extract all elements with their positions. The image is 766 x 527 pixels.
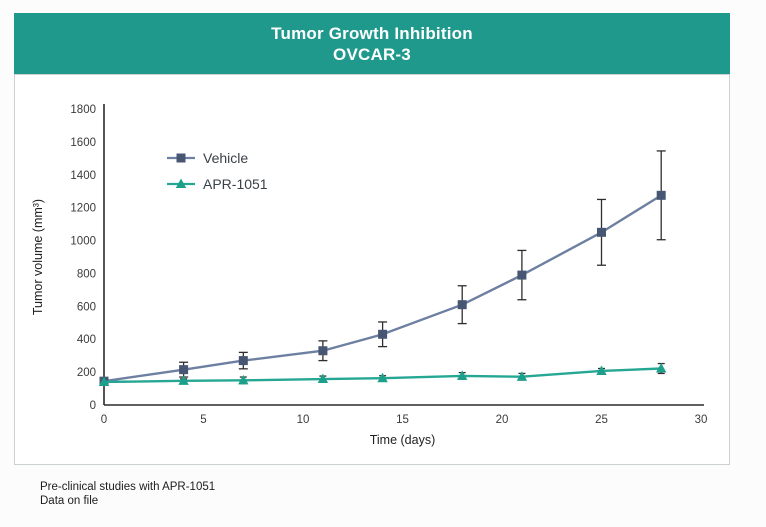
x-tick-label: 20 <box>496 414 509 426</box>
legend: Vehicle APR-1051 <box>167 150 268 192</box>
y-tick-label: 0 <box>90 400 96 412</box>
vehicle-marker <box>238 356 248 366</box>
apr-1051-marker <box>98 376 110 386</box>
tumor-growth-chart: 0 200 400 600 800 1000 1200 1400 1600 1800 0 5 10 15 2… <box>31 104 708 447</box>
apr-1051-series <box>98 362 667 386</box>
apr-1051-marker <box>516 371 528 381</box>
x-axis-title: Time (days) <box>370 433 436 447</box>
vehicle-marker <box>179 365 189 375</box>
y-axis-title: Tumor volume (mm³) <box>31 199 45 315</box>
chart-title-banner: Tumor Growth Inhibition OVCAR-3 <box>14 13 730 74</box>
y-tick-label: 800 <box>77 268 96 280</box>
footnote: Pre-clinical studies with APR-1051 Data … <box>40 480 215 508</box>
apr-1051-marker <box>377 372 388 383</box>
x-tick-label: 25 <box>595 414 608 426</box>
x-tick-label: 0 <box>101 414 107 426</box>
legend-triangle-icon <box>175 178 187 188</box>
y-tick-label: 1000 <box>70 236 96 248</box>
vehicle-marker <box>656 190 666 200</box>
vehicle-series <box>99 150 666 386</box>
y-tick-label: 400 <box>77 334 96 346</box>
x-tick-label: 10 <box>297 414 310 426</box>
apr-1051-marker <box>178 375 189 385</box>
y-tick-label: 1400 <box>70 170 96 182</box>
apr-1051-marker <box>317 373 329 384</box>
x-tick-label: 5 <box>200 414 206 426</box>
vehicle-line <box>103 194 662 383</box>
y-tick-label: 1200 <box>70 203 96 215</box>
legend-square-icon <box>176 153 186 163</box>
y-tick-labels: 0 200 400 600 800 1000 1200 1400 1600 1800 <box>70 104 96 412</box>
legend-label-apr-1051: APR-1051 <box>203 176 268 192</box>
axes <box>103 104 704 406</box>
y-tick-label: 200 <box>77 367 96 379</box>
y-tick-label: 1600 <box>70 137 96 149</box>
legend-label-vehicle: Vehicle <box>203 150 248 166</box>
vehicle-marker <box>378 329 388 339</box>
apr-1051-marker <box>238 374 249 385</box>
x-tick-label: 30 <box>695 414 708 426</box>
x-tick-labels: 0 5 10 15 20 25 30 <box>101 414 708 426</box>
vehicle-marker <box>597 227 606 237</box>
footnote-line1: Pre-clinical studies with APR-1051 <box>40 481 216 493</box>
footnote-line2: Data on file <box>40 495 99 507</box>
vehicle-marker <box>457 300 467 310</box>
chart-panel: 0 200 400 600 800 1000 1200 1400 1600 1800 0 5 10 15 2… <box>14 74 730 465</box>
apr-1051-marker <box>656 362 667 373</box>
chart-title-line2: OVCAR-3 <box>333 44 411 64</box>
x-tick-label: 15 <box>396 414 409 426</box>
apr-1051-marker <box>457 370 468 380</box>
apr-1051-marker <box>596 365 607 375</box>
vehicle-marker <box>318 346 328 356</box>
y-tick-label: 600 <box>77 301 96 313</box>
y-tick-label: 1800 <box>70 104 96 116</box>
vehicle-marker <box>517 270 527 280</box>
chart-title-line1: Tumor Growth Inhibition <box>271 23 473 43</box>
